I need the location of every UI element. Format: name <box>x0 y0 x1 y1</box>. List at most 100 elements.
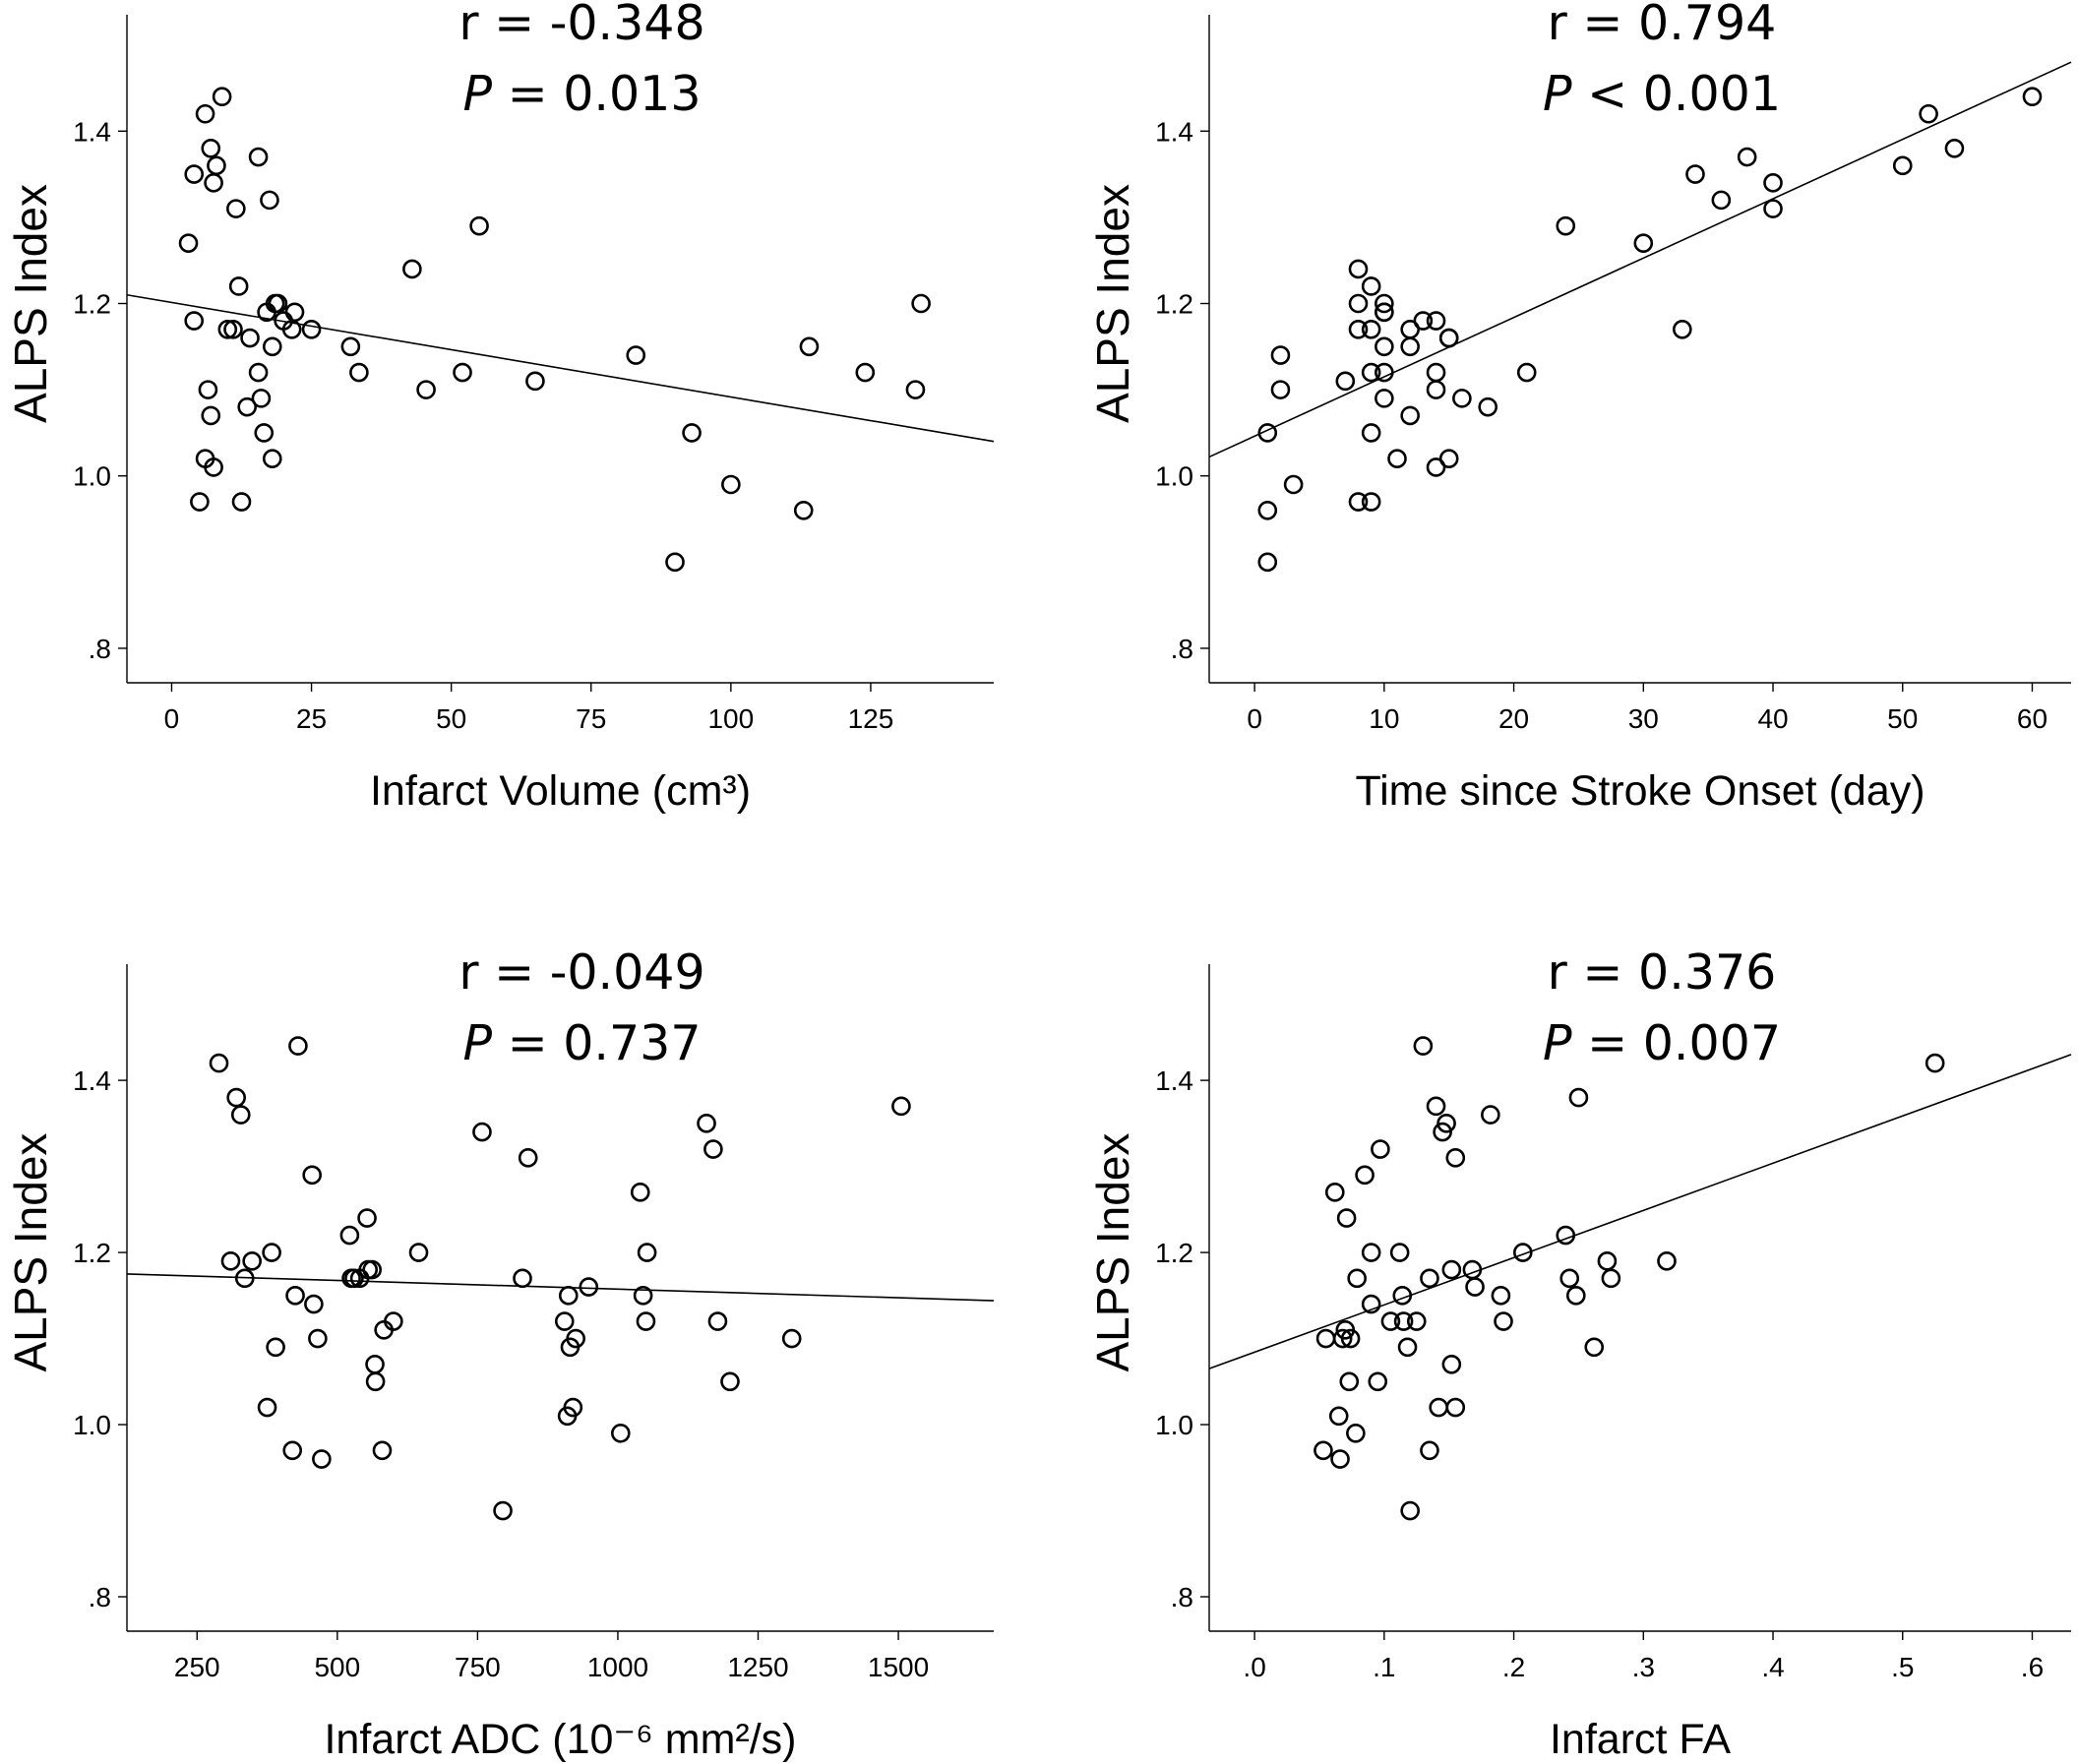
data-point <box>1568 1087 1589 1108</box>
data-point <box>1584 1337 1605 1358</box>
y-axis-label: ALPS Index <box>5 184 56 423</box>
data-point <box>195 103 215 124</box>
data-point <box>1445 1148 1466 1168</box>
data-point <box>1429 1397 1448 1418</box>
data-point <box>349 362 369 383</box>
data-point <box>1892 155 1913 176</box>
x-tick-label: .0 <box>1243 1652 1265 1682</box>
data-point <box>626 345 646 365</box>
data-point <box>1346 1423 1366 1443</box>
data-point <box>184 164 205 184</box>
data-point <box>1426 457 1446 477</box>
data-point <box>905 380 926 399</box>
data-point <box>563 1397 583 1418</box>
data-point <box>340 336 361 357</box>
correlation-r: r = 0.794 <box>1548 0 1777 51</box>
x-tick-label: 50 <box>1887 703 1918 734</box>
data-point <box>1633 233 1654 253</box>
y-tick-label: 1.0 <box>73 461 111 492</box>
data-point <box>231 492 252 512</box>
regression-line <box>1208 61 2072 458</box>
data-point <box>1413 1036 1434 1056</box>
data-point <box>703 1139 723 1159</box>
x-tick-label: 100 <box>707 703 754 734</box>
y-tick-label: 1.4 <box>1155 1065 1193 1096</box>
data-point <box>1368 1371 1388 1392</box>
y-tick-label: 1.4 <box>73 1065 111 1096</box>
panel-volume: .8 1.0 1.2 1.4 0 25 50 75 100 125 Infarct Volume (… <box>5 0 995 815</box>
data-point <box>1433 1122 1452 1142</box>
data-point <box>1348 319 1369 339</box>
data-point <box>223 319 243 339</box>
data-point <box>566 1328 585 1349</box>
data-point <box>493 1500 513 1521</box>
data-point <box>2022 87 2043 107</box>
data-point <box>1426 380 1446 399</box>
data-point <box>1601 1268 1621 1289</box>
y-tick-label: 1.2 <box>1155 1238 1193 1268</box>
data-point <box>1462 1259 1483 1280</box>
p-value-text: = 0.013 <box>492 66 702 122</box>
data-point <box>302 1165 322 1186</box>
data-point <box>230 1105 251 1125</box>
data-point <box>260 190 279 211</box>
data-point <box>204 173 223 193</box>
x-tick-label: 0 <box>164 703 180 734</box>
data-point <box>1335 371 1356 392</box>
x-tick-label: .4 <box>1761 1652 1784 1682</box>
p-value-symbol: P <box>462 66 492 122</box>
data-point <box>178 233 199 253</box>
data-point <box>1400 336 1420 357</box>
x-tick-label: 0 <box>1247 703 1262 734</box>
data-point <box>1270 380 1291 399</box>
data-point <box>1420 1268 1439 1289</box>
data-point <box>891 1096 911 1117</box>
y-tick-label: 1.2 <box>73 1238 111 1268</box>
x-axis-label: Infarct FA <box>1550 1716 1731 1763</box>
data-point <box>1348 293 1369 314</box>
p-value-symbol: P <box>1543 66 1572 122</box>
data-point <box>198 380 218 399</box>
data-point <box>282 1440 303 1461</box>
data-point <box>312 1449 332 1469</box>
data-point <box>1339 1371 1360 1392</box>
data-point <box>1340 1328 1361 1349</box>
data-point <box>242 1251 262 1271</box>
data-point <box>1559 1268 1580 1289</box>
correlation-r: r = 0.376 <box>1548 944 1777 1001</box>
y-tick-label: 1.0 <box>73 1410 111 1440</box>
data-point <box>1389 1243 1410 1262</box>
x-tick-label: 1250 <box>727 1652 788 1682</box>
data-point <box>1944 139 1965 158</box>
data-point <box>234 1268 255 1289</box>
data-point <box>1328 1406 1349 1427</box>
x-tick-label: 30 <box>1628 703 1659 734</box>
regression-line <box>126 293 995 443</box>
data-point <box>1361 276 1381 296</box>
data-point <box>284 302 305 323</box>
data-point <box>707 1311 728 1331</box>
data-point <box>1361 1243 1381 1262</box>
data-point <box>1426 362 1446 383</box>
data-point <box>201 139 221 158</box>
data-point <box>209 1053 229 1073</box>
data-point <box>518 1148 538 1168</box>
data-point <box>1516 362 1537 383</box>
data-point <box>630 1183 650 1202</box>
data-point <box>1445 1397 1466 1418</box>
x-tick-label: .6 <box>2021 1652 2044 1682</box>
x-tick-label: .2 <box>1502 1652 1525 1682</box>
data-point <box>1438 328 1459 348</box>
data-point <box>301 319 322 339</box>
data-point <box>1361 319 1381 339</box>
data-point <box>288 1036 308 1056</box>
p-value-symbol: P <box>462 1015 492 1071</box>
y-axis-label: ALPS Index <box>1087 184 1138 423</box>
data-point <box>1355 1165 1375 1186</box>
data-point <box>554 1311 575 1331</box>
data-point <box>304 1294 324 1314</box>
data-point <box>1330 1449 1350 1469</box>
data-point <box>266 1337 285 1358</box>
x-axis-label: Infarct Volume (cm³) <box>370 767 751 815</box>
